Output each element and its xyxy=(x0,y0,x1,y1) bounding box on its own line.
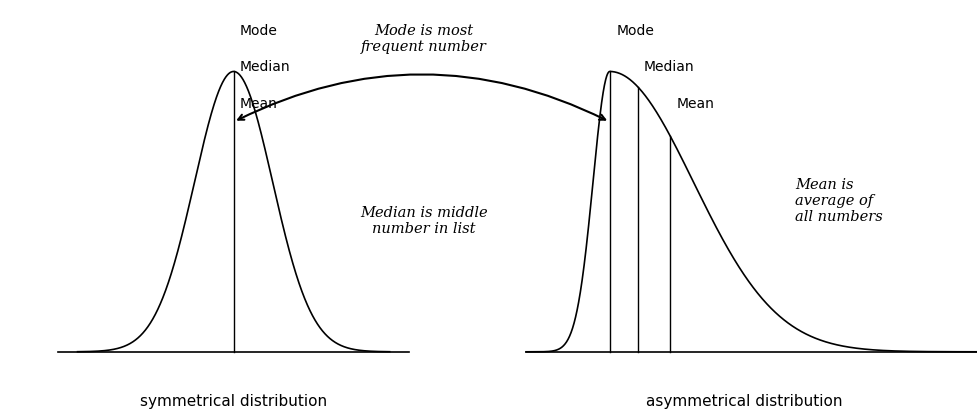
Text: Mode: Mode xyxy=(616,24,654,38)
Text: symmetrical distribution: symmetrical distribution xyxy=(140,394,327,409)
Text: Mode: Mode xyxy=(239,24,277,38)
Text: Mean: Mean xyxy=(239,97,277,111)
Text: Median is middle
number in list: Median is middle number in list xyxy=(360,206,488,236)
Text: asymmetrical distribution: asymmetrical distribution xyxy=(646,394,842,409)
Text: Median: Median xyxy=(644,60,694,74)
Text: Mean is
average of
all numbers: Mean is average of all numbers xyxy=(794,178,882,225)
Text: Median: Median xyxy=(239,60,290,74)
Text: Mode is most
frequent number: Mode is most frequent number xyxy=(361,24,487,54)
Text: Mean: Mean xyxy=(676,97,714,111)
